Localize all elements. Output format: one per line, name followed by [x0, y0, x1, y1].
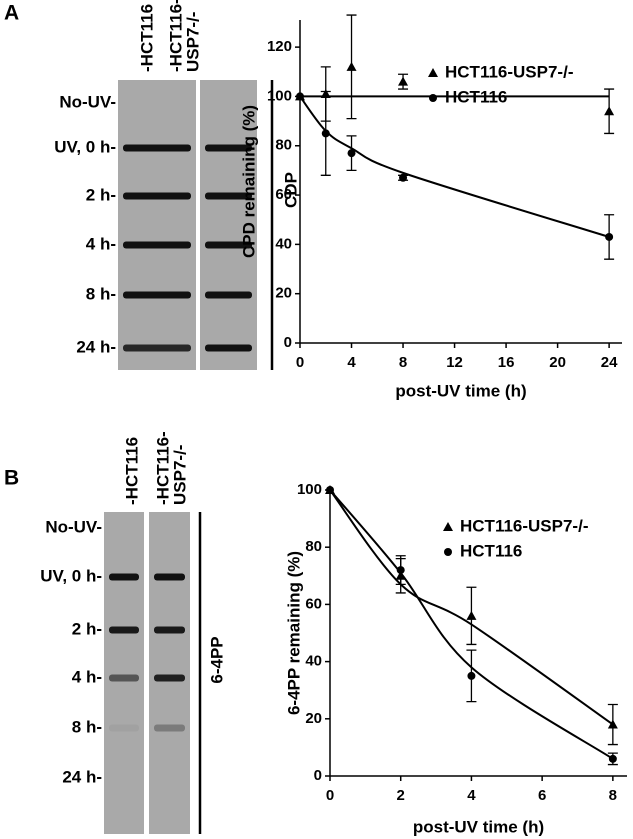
row-label: 8 h-	[72, 717, 102, 736]
y-tick-label: 0	[314, 767, 322, 784]
y-tick-label: 0	[284, 334, 292, 351]
data-point	[326, 486, 334, 494]
band	[123, 291, 191, 299]
blot-lane	[149, 512, 190, 834]
legend-label: HCT116	[460, 541, 522, 560]
data-point	[466, 610, 477, 620]
x-tick-label: 8	[399, 354, 407, 371]
panel-label: A	[4, 2, 19, 25]
y-tick-label: 100	[267, 87, 292, 104]
legend-label: HCT116-USP7-/-	[445, 62, 573, 81]
data-point	[444, 548, 452, 556]
y-axis-label: CPD remaining (%)	[239, 105, 258, 258]
band	[109, 674, 139, 682]
x-tick-label: 4	[347, 354, 356, 371]
lane-label: USP7-/-	[170, 445, 189, 505]
row-label: 2 h-	[72, 619, 102, 638]
lane-label: -HCT116-	[166, 0, 185, 72]
data-point	[296, 92, 304, 101]
y-tick-label: 100	[297, 481, 322, 498]
band	[205, 144, 252, 152]
y-tick-label: 80	[305, 538, 322, 555]
band	[154, 724, 185, 732]
data-point	[321, 129, 330, 138]
row-label: 8 h-	[86, 284, 116, 303]
fit-line	[299, 95, 610, 238]
x-axis-label: post-UV time (h)	[413, 817, 544, 836]
blot-lane	[200, 80, 257, 370]
band	[123, 241, 191, 249]
x-tick-label: 24	[601, 354, 618, 371]
x-tick-label: 0	[296, 354, 304, 371]
fit-line	[329, 489, 614, 760]
data-point	[347, 149, 356, 158]
y-tick-label: 20	[275, 285, 292, 302]
x-tick-label: 8	[609, 787, 617, 804]
assay-label: 6-4PP	[207, 636, 226, 683]
x-tick-label: 16	[498, 354, 515, 371]
panel-label: B	[4, 467, 19, 490]
lane-label: -HCT116	[122, 437, 141, 505]
row-label: 4 h-	[86, 234, 116, 253]
row-label: No-UV-	[59, 92, 116, 111]
band	[205, 241, 252, 249]
row-label: UV, 0 h-	[54, 137, 116, 156]
data-point	[604, 106, 615, 116]
fit-line	[329, 489, 614, 726]
data-point	[428, 68, 438, 77]
band	[154, 674, 185, 682]
lane-label: -HCT116-	[153, 431, 172, 505]
row-label: 2 h-	[86, 185, 116, 204]
x-tick-label: 6	[538, 787, 546, 804]
x-tick-label: 12	[446, 354, 463, 371]
x-tick-label: 2	[397, 787, 405, 804]
row-label: 4 h-	[72, 667, 102, 686]
x-tick-label: 20	[549, 354, 566, 371]
band	[154, 573, 185, 581]
blot-lane	[118, 80, 196, 370]
y-tick-label: 120	[267, 38, 292, 55]
y-tick-label: 60	[275, 186, 292, 203]
band	[109, 573, 139, 581]
row-label: UV, 0 h-	[40, 566, 102, 585]
y-tick-label: 80	[275, 137, 292, 154]
y-axis-label: 6-4PP remaining (%)	[284, 551, 303, 715]
row-label: No-UV-	[45, 517, 102, 536]
band	[109, 626, 139, 634]
data-point	[605, 232, 614, 241]
data-point	[399, 173, 408, 182]
x-tick-label: 4	[467, 787, 476, 804]
legend-label: HCT116-USP7-/-	[460, 516, 588, 535]
y-tick-label: 40	[275, 235, 292, 252]
y-tick-label: 60	[305, 595, 322, 612]
data-point	[467, 671, 476, 680]
y-tick-label: 40	[305, 653, 322, 670]
band	[109, 724, 139, 732]
data-point	[429, 94, 437, 102]
data-point	[607, 719, 618, 729]
band	[205, 291, 252, 299]
band	[123, 344, 191, 352]
lane-label: -HCT116	[137, 4, 156, 72]
row-label: 24 h-	[62, 767, 102, 786]
x-tick-label: 0	[326, 787, 334, 804]
data-point	[396, 566, 405, 575]
data-point	[398, 76, 409, 86]
assay-label: CDP	[281, 172, 300, 208]
data-point	[608, 754, 617, 763]
band	[205, 344, 252, 352]
band	[123, 144, 191, 152]
lane-label: USP7-/-	[183, 12, 202, 72]
blot-lane	[104, 512, 144, 834]
legend-label: HCT116	[445, 87, 507, 106]
band	[154, 626, 185, 634]
data-point	[346, 61, 357, 71]
x-axis-label: post-UV time (h)	[395, 381, 526, 400]
row-label: 24 h-	[76, 337, 116, 356]
band	[123, 192, 191, 200]
data-point	[443, 522, 453, 531]
band	[205, 192, 252, 200]
y-tick-label: 20	[305, 710, 322, 727]
